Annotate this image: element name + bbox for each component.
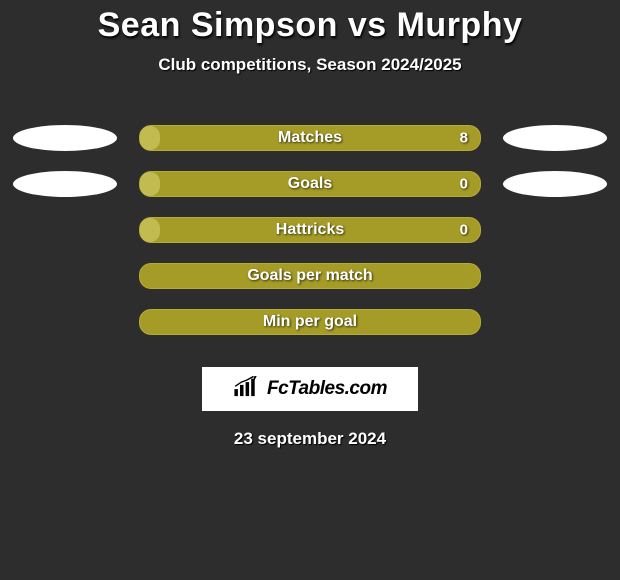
stat-value-right: 0 — [460, 176, 468, 193]
stat-row: Goals per match — [0, 253, 620, 299]
stat-row: Hattricks 0 — [0, 207, 620, 253]
player-right-icon — [503, 171, 607, 197]
player-left-icon — [13, 125, 117, 151]
stat-value-right: 0 — [460, 222, 468, 239]
stat-bar: Min per goal — [139, 309, 481, 335]
stat-label: Goals — [288, 175, 332, 193]
page-title: Sean Simpson vs Murphy — [0, 0, 620, 45]
fctables-logo: FcTables.com — [202, 367, 418, 411]
bar-fill-left — [140, 172, 160, 196]
stat-bar: Goals per match — [139, 263, 481, 289]
comparison-infographic: Sean Simpson vs Murphy Club competitions… — [0, 0, 620, 580]
stat-label: Goals per match — [247, 267, 372, 285]
right-slot — [499, 171, 611, 197]
page-subtitle: Club competitions, Season 2024/2025 — [0, 55, 620, 75]
left-slot — [9, 125, 121, 151]
player-left-icon — [13, 171, 117, 197]
left-slot — [9, 171, 121, 197]
stat-bar: Hattricks 0 — [139, 217, 481, 243]
date-label: 23 september 2024 — [0, 429, 620, 449]
stat-bar: Matches 8 — [139, 125, 481, 151]
stat-label: Hattricks — [276, 221, 344, 239]
stat-row: Matches 8 — [0, 115, 620, 161]
stat-label: Min per goal — [263, 313, 357, 331]
bar-fill-left — [140, 218, 160, 242]
stat-row: Goals 0 — [0, 161, 620, 207]
bar-fill-left — [140, 126, 160, 150]
stat-rows: Matches 8 Goals 0 Hattricks 0 Goals per match M… — [0, 115, 620, 345]
right-slot — [499, 125, 611, 151]
chart-icon — [233, 376, 261, 403]
stat-value-right: 8 — [460, 130, 468, 147]
logo-text: FcTables.com — [267, 378, 387, 400]
player-right-icon — [503, 125, 607, 151]
stat-label: Matches — [278, 129, 342, 147]
stat-row: Min per goal — [0, 299, 620, 345]
stat-bar: Goals 0 — [139, 171, 481, 197]
